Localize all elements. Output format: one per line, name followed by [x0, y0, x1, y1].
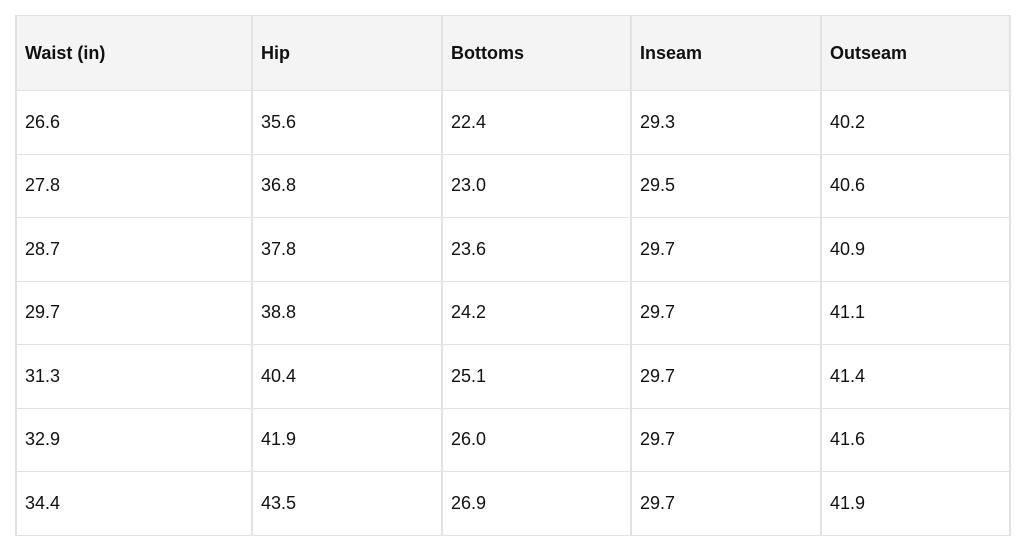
- column-header: Outseam: [820, 15, 1011, 91]
- header-row: Waist (in) Hip Bottoms Inseam Outseam: [15, 15, 1011, 91]
- table-cell: 24.2: [441, 280, 632, 345]
- column-header: Bottoms: [441, 15, 632, 91]
- table-row: 29.7 38.8 24.2 29.7 41.1: [15, 280, 1011, 345]
- table-cell: 29.7: [630, 217, 822, 282]
- table-cell: 41.9: [820, 471, 1011, 536]
- table-cell: 28.7: [15, 217, 253, 282]
- table-cell: 32.9: [15, 407, 253, 472]
- table-row: 27.8 36.8 23.0 29.5 40.6: [15, 153, 1011, 218]
- table-cell: 29.7: [630, 407, 822, 472]
- column-header: Inseam: [630, 15, 822, 91]
- column-header: Waist (in): [15, 15, 253, 91]
- table-cell: 29.3: [630, 90, 822, 155]
- table-cell: 34.4: [15, 471, 253, 536]
- table-cell: 29.5: [630, 153, 822, 218]
- table-cell: 38.8: [251, 280, 443, 345]
- table-cell: 26.9: [441, 471, 632, 536]
- table-cell: 25.1: [441, 344, 632, 409]
- table-cell: 29.7: [630, 280, 822, 345]
- table-cell: 41.1: [820, 280, 1011, 345]
- size-table: Waist (in) Hip Bottoms Inseam Outseam 26.6 35…: [15, 15, 1011, 536]
- table-cell: 29.7: [15, 280, 253, 345]
- table-cell: 40.2: [820, 90, 1011, 155]
- table-cell: 23.0: [441, 153, 632, 218]
- table-cell: 26.0: [441, 407, 632, 472]
- table-cell: 40.9: [820, 217, 1011, 282]
- table-cell: 41.9: [251, 407, 443, 472]
- table-body: 26.6 35.6 22.4 29.3 40.2 27.8 36.8 23.0 29.5 40.6…: [15, 90, 1011, 536]
- table-cell: 29.7: [630, 344, 822, 409]
- table-cell: 27.8: [15, 153, 253, 218]
- table-row: 26.6 35.6 22.4 29.3 40.2: [15, 90, 1011, 155]
- table-cell: 35.6: [251, 90, 443, 155]
- table-cell: 41.6: [820, 407, 1011, 472]
- table-cell: 31.3: [15, 344, 253, 409]
- table-cell: 40.6: [820, 153, 1011, 218]
- table-cell: 43.5: [251, 471, 443, 536]
- table-cell: 40.4: [251, 344, 443, 409]
- column-header: Hip: [251, 15, 443, 91]
- table-cell: 22.4: [441, 90, 632, 155]
- table-cell: 41.4: [820, 344, 1011, 409]
- table-row: 34.4 43.5 26.9 29.7 41.9: [15, 471, 1011, 536]
- table-cell: 29.7: [630, 471, 822, 536]
- table-row: 31.3 40.4 25.1 29.7 41.4: [15, 344, 1011, 409]
- table-cell: 23.6: [441, 217, 632, 282]
- table-cell: 37.8: [251, 217, 443, 282]
- table-cell: 26.6: [15, 90, 253, 155]
- table-row: 32.9 41.9 26.0 29.7 41.6: [15, 407, 1011, 472]
- table-cell: 36.8: [251, 153, 443, 218]
- table-row: 28.7 37.8 23.6 29.7 40.9: [15, 217, 1011, 282]
- table-head: Waist (in) Hip Bottoms Inseam Outseam: [15, 15, 1011, 91]
